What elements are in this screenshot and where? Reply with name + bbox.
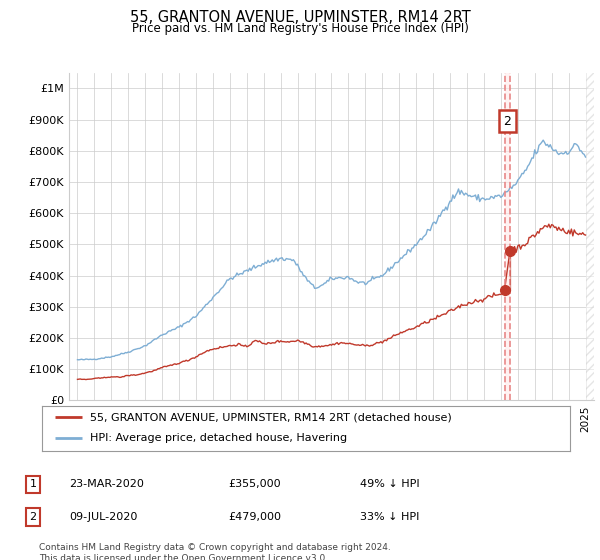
Text: 55, GRANTON AVENUE, UPMINSTER, RM14 2RT (detached house): 55, GRANTON AVENUE, UPMINSTER, RM14 2RT …: [89, 412, 451, 422]
Bar: [505, 73, 510, 400]
Text: Price paid vs. HM Land Registry's House Price Index (HPI): Price paid vs. HM Land Registry's House …: [131, 22, 469, 35]
Text: £355,000: £355,000: [228, 479, 281, 489]
Text: 33% ↓ HPI: 33% ↓ HPI: [360, 512, 419, 522]
Text: 2: 2: [503, 115, 511, 128]
Text: 2: 2: [29, 512, 37, 522]
Text: 49% ↓ HPI: 49% ↓ HPI: [360, 479, 419, 489]
Text: 1: 1: [29, 479, 37, 489]
Text: HPI: Average price, detached house, Havering: HPI: Average price, detached house, Have…: [89, 433, 347, 444]
Text: 23-MAR-2020: 23-MAR-2020: [69, 479, 144, 489]
Text: £479,000: £479,000: [228, 512, 281, 522]
Bar: [586, 73, 600, 400]
Text: 09-JUL-2020: 09-JUL-2020: [69, 512, 137, 522]
Text: Contains HM Land Registry data © Crown copyright and database right 2024.
This d: Contains HM Land Registry data © Crown c…: [39, 543, 391, 560]
Text: 55, GRANTON AVENUE, UPMINSTER, RM14 2RT: 55, GRANTON AVENUE, UPMINSTER, RM14 2RT: [130, 10, 470, 25]
